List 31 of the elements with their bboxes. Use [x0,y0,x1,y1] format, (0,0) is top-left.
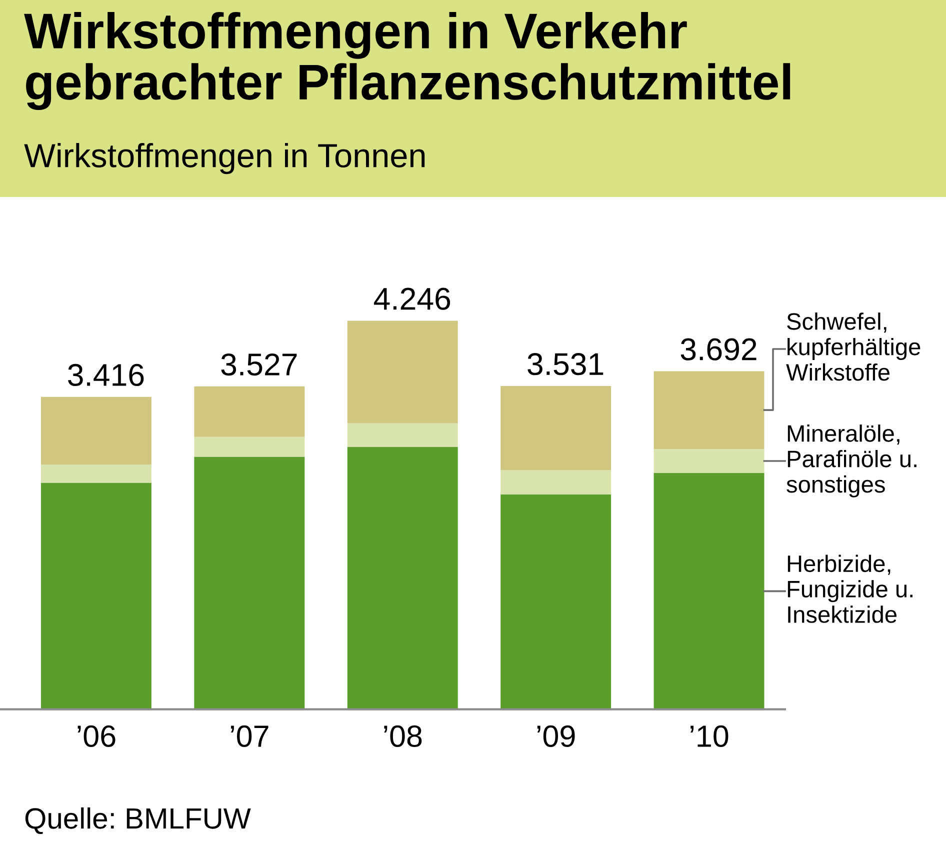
chart-subtitle: Wirkstoffmengen in Tonnen [24,143,425,174]
bar [194,456,305,710]
bar [40,464,152,483]
x-tick-label: ’07 [230,725,268,748]
bar [347,423,458,447]
bar [194,436,305,457]
bar [40,396,152,464]
x-tick-label: ’06 [78,725,116,748]
annotation: 4.246 [374,288,450,310]
x-tick-label: ’10 [690,725,728,748]
x-tick-label: ’08 [384,725,422,748]
annotation: 3.531 [528,353,604,376]
bar [40,482,152,710]
series-label: Schwefel, kupferhältige Wirkstoffe [786,312,920,381]
bar [654,371,764,449]
source-note: Quelle: BMLFUW [25,807,251,834]
annotation: 3.416 [68,364,144,386]
bar [347,320,458,424]
chart-title: Wirkstoffmengen in Verkehr gebrachter Pflanzenschutzmittel [24,12,790,110]
annotation: 3.692 [680,338,756,360]
bar [500,494,612,710]
bar [500,470,612,494]
bar [347,446,458,710]
series-label: Herbizide, Fungizide u. Insektizide [788,554,912,623]
series-label: Mineralöle, Parafinöle u. sonstiges [786,424,916,498]
bar [654,473,764,710]
bar [500,386,612,470]
x-tick-label: ’09 [537,725,575,748]
bar [194,386,305,437]
bar [654,448,764,474]
annotation: 3.527 [221,353,297,376]
